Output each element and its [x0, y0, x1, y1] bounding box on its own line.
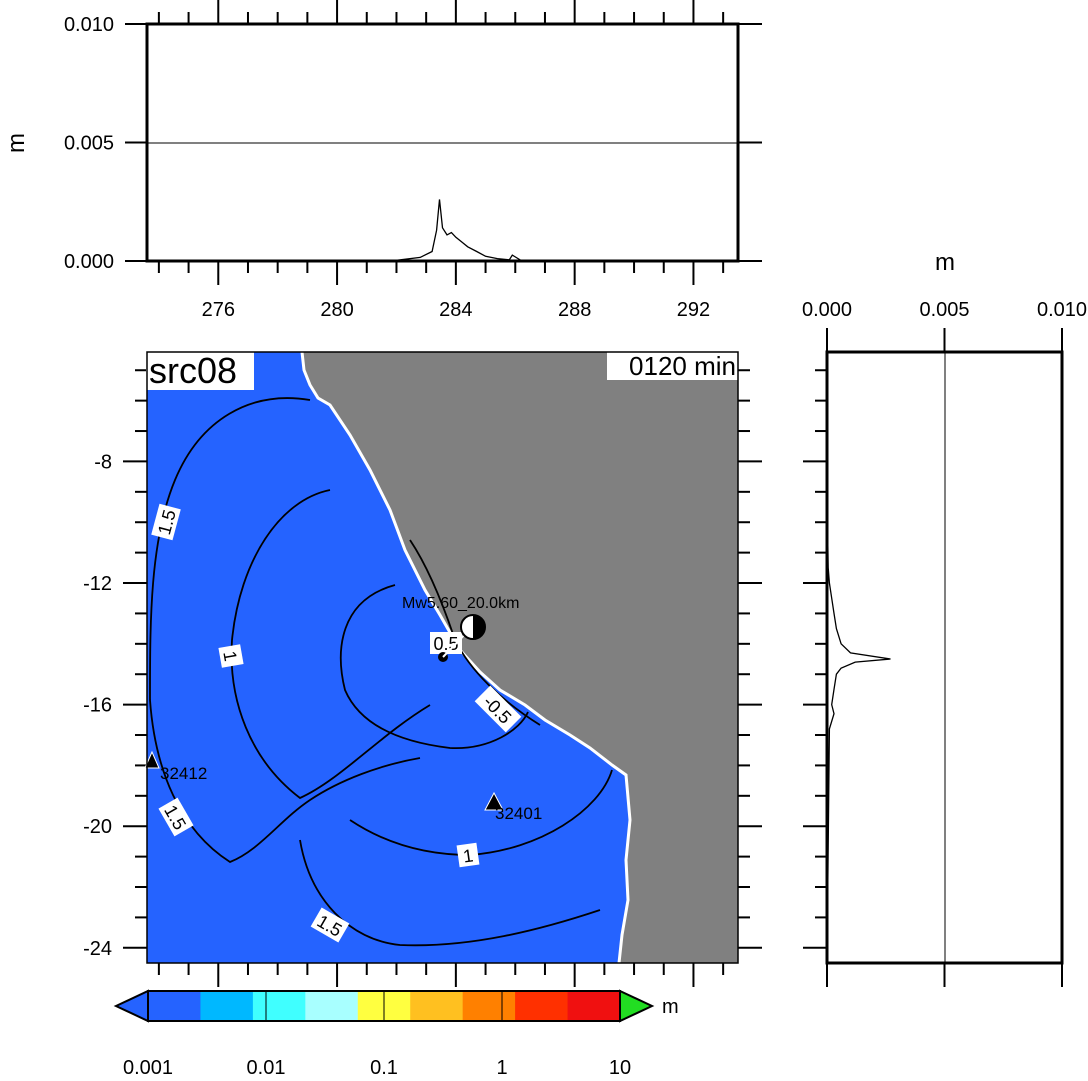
top-profile-panel: m 0.000 0.005 0.010 276 280 284 288 292 [3, 0, 762, 321]
coastline [300, 352, 632, 963]
map-y-tick-label: -16 [83, 695, 112, 717]
top-x-tick-label: 288 [558, 299, 591, 321]
top-y-ticks: 0.000 0.005 0.010 [64, 14, 762, 273]
colorbar-frame [147, 990, 621, 1022]
svg-text:32401: 32401 [495, 804, 542, 823]
colorbar-segment [462, 991, 516, 1021]
map-title: src08 [149, 350, 237, 391]
colorbar: m 0.001 0.01 0.1 1 10 [113, 989, 679, 1079]
map-y-tick-label: -20 [83, 816, 112, 838]
time-label: 0120 min [629, 351, 736, 381]
svg-text:0.5: 0.5 [433, 634, 458, 654]
map-y-tick-label: -8 [94, 451, 112, 473]
colorbar-segment [148, 991, 201, 1021]
event-label: Mw5.60_20.0km [402, 595, 519, 612]
contour-line-south-b [299, 839, 601, 947]
right-x-ticks: 0.000 0.005 0.010 [802, 299, 1087, 987]
svg-text:1: 1 [462, 845, 475, 866]
map-x-ticks [157, 963, 725, 987]
colorbar-over-triangle [619, 989, 655, 1023]
station-marker-32401: 32401 [484, 791, 542, 823]
map-panel: -8-12-16-20-24 1.5 1 0.5 [83, 350, 762, 987]
right-x-tick-label: 0.010 [1037, 299, 1087, 321]
contour-line-outer [149, 397, 421, 864]
land-area [302, 352, 738, 963]
top-y-tick-label: 0.010 [64, 14, 114, 36]
top-x-tick-label: 280 [320, 299, 353, 321]
right-profile-panel: m 0.000 0.005 0.010 [802, 249, 1087, 987]
top-y-tick-label: 0.005 [64, 133, 114, 155]
top-x-tick-label: 276 [202, 299, 235, 321]
title-box [146, 350, 254, 390]
top-plot-frame [145, 22, 740, 263]
colorbar-segment [567, 991, 621, 1021]
colorbar-tick-label: 0.01 [247, 1057, 286, 1079]
map-y-ticks: -8 -12 -16 -20 -24 [83, 369, 762, 960]
colorbar-tick-label: 1 [496, 1057, 507, 1079]
top-x-ticks: 276 280 284 288 292 [157, 0, 725, 321]
svg-text:1: 1 [219, 650, 240, 663]
colorbar-segment [410, 991, 464, 1021]
right-x-tick-label: 0.005 [919, 299, 969, 321]
colorbar-segment [200, 991, 254, 1021]
top-profile-line [147, 199, 738, 262]
colorbar-segments [148, 991, 621, 1021]
time-box [607, 352, 738, 380]
top-x-tick-label: 292 [677, 299, 710, 321]
right-xlabel: m [935, 249, 955, 276]
top-x-tick-label: 284 [439, 299, 472, 321]
colorbar-tick-label: 0.001 [123, 1057, 173, 1079]
colorbar-unit: m [662, 996, 679, 1018]
focal-mechanism-icon [460, 614, 486, 640]
colorbar-segment [252, 991, 306, 1021]
contour-label: 1 [218, 644, 244, 668]
colorbar-segment [305, 991, 359, 1021]
top-y-tick-label: 0.000 [64, 251, 114, 273]
colorbar-tick-label: 10 [609, 1057, 631, 1079]
top-ylabel: m [3, 133, 30, 153]
right-y-ticks [803, 369, 827, 949]
svg-text:32412: 32412 [160, 764, 207, 783]
colorbar-tick-label: 0.1 [370, 1057, 398, 1079]
map-y-tick-label: -12 [83, 573, 112, 595]
map-y-tick-label: -24 [83, 938, 112, 960]
colorbar-segment [515, 991, 569, 1021]
right-profile-line [826, 352, 891, 964]
right-plot-frame [825, 350, 1064, 965]
map-frame [146, 351, 739, 964]
colorbar-under-triangle [113, 989, 149, 1023]
contour-label: 1 [456, 842, 480, 868]
right-x-tick-label: 0.000 [802, 299, 852, 321]
contour-line-inner-b [340, 584, 529, 749]
station-marker-32412: 32412 [144, 750, 207, 783]
contour-line-inner-a [230, 489, 431, 800]
contour-label: 0.5 [430, 632, 462, 654]
